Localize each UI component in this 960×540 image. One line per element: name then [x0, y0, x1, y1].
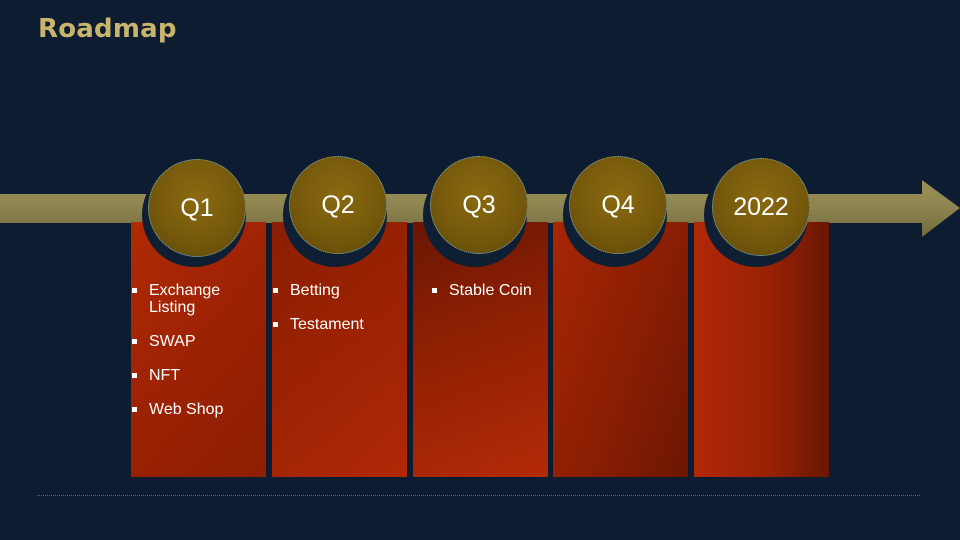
page-title: Roadmap [38, 14, 177, 44]
milestone-disc-q4: Q4 [569, 156, 667, 254]
list-item: Web Shop [131, 401, 256, 418]
list-item: Testament [272, 316, 397, 333]
milestone-items-q1: Exchange Listing SWAP NFT Web Shop [131, 282, 256, 435]
list-item: Exchange Listing [131, 282, 229, 316]
bottom-divider [37, 495, 920, 496]
milestone-disc-q3: Q3 [430, 156, 528, 254]
milestone-disc-2022: 2022 [712, 158, 810, 256]
milestone-disc-q2: Q2 [289, 156, 387, 254]
milestone-disc-q1: Q1 [148, 159, 246, 257]
list-item: NFT [131, 367, 256, 384]
list-item: SWAP [131, 333, 256, 350]
list-item: Stable Coin [431, 282, 556, 299]
milestone-items-q2: Betting Testament [272, 282, 397, 350]
list-item: Betting [272, 282, 397, 299]
milestone-items-q3: Stable Coin [431, 282, 556, 316]
